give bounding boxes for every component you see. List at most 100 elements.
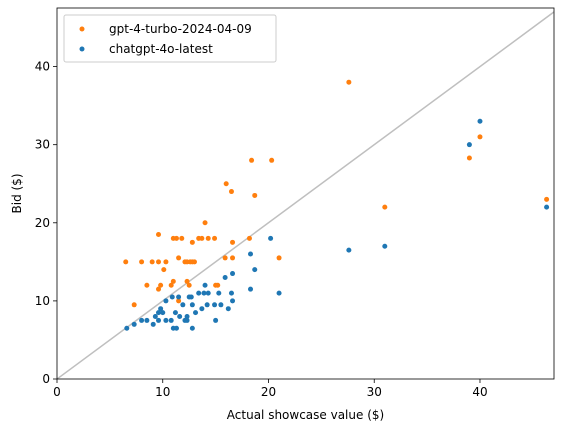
data-point-chatgpt-4o [189,302,195,308]
data-point-chatgpt-4o [268,235,274,241]
data-point-chatgpt-4o [168,317,174,323]
data-point-gpt-4-turbo [199,235,205,241]
reference-line-layer [57,11,554,379]
data-point-gpt-4-turbo [466,155,472,161]
data-point-gpt-4-turbo [276,255,282,261]
data-point-chatgpt-4o [131,321,137,327]
data-point-gpt-4-turbo [176,298,182,304]
data-point-gpt-4-turbo [212,235,218,241]
axis-ticks-layer: 0 10 20 30 40 0 10 20 30 40 [35,60,488,399]
data-point-chatgpt-4o [160,310,166,316]
data-point-gpt-4-turbo [477,134,483,140]
legend-label-chatgpt-4o: chatgpt-4o-latest [109,42,213,56]
data-point-chatgpt-4o [213,317,219,323]
data-point-gpt-4-turbo [205,235,211,241]
data-point-gpt-4-turbo [189,239,195,245]
data-point-chatgpt-4o [173,325,179,331]
plot-area-frame [56,7,555,380]
data-point-gpt-4-turbo [252,192,258,198]
data-point-gpt-4-turbo [168,282,174,288]
legend-box [63,14,277,63]
data-point-chatgpt-4o [228,290,234,296]
data-point-chatgpt-4o [189,325,195,331]
data-point-gpt-4-turbo [170,278,176,284]
y-tick-label: 30 [35,138,50,152]
data-point-gpt-4-turbo [215,282,221,288]
chart-legend: gpt-4-turbo-2024-04-09 chatgpt-4o-latest [63,14,277,63]
data-point-chatgpt-4o [124,325,130,331]
x-tick-label: 40 [472,385,487,399]
data-point-chatgpt-4o [177,314,183,320]
data-point-chatgpt-4o [276,290,282,296]
data-point-chatgpt-4o [152,314,158,320]
data-point-chatgpt-4o [163,298,169,304]
data-point-chatgpt-4o [205,290,211,296]
data-point-gpt-4-turbo [222,255,228,261]
legend-marker-chatgpt-4o [79,46,85,52]
data-point-chatgpt-4o [188,294,194,300]
y-axis-label: Bid ($) [10,174,24,214]
data-point-chatgpt-4o [180,302,186,308]
data-point-gpt-4-turbo [228,189,234,195]
x-tick-label: 20 [261,385,276,399]
y-tick-label: 10 [35,294,50,308]
data-point-gpt-4-turbo [223,181,229,187]
data-point-chatgpt-4o [230,298,236,304]
data-point-gpt-4-turbo [382,204,388,210]
x-tick-label: 10 [155,385,170,399]
data-point-chatgpt-4o [230,271,236,277]
data-point-chatgpt-4o [158,306,164,312]
data-point-chatgpt-4o [248,251,254,257]
data-point-chatgpt-4o [169,294,175,300]
data-point-gpt-4-turbo [544,196,550,202]
data-point-chatgpt-4o [139,317,145,323]
data-point-chatgpt-4o [544,204,550,210]
data-point-gpt-4-turbo [249,157,255,163]
data-point-gpt-4-turbo [156,259,162,265]
data-point-chatgpt-4o [144,317,150,323]
x-tick-label: 0 [53,385,61,399]
x-tick-label: 30 [367,385,382,399]
data-point-chatgpt-4o [204,302,210,308]
data-point-gpt-4-turbo [149,259,155,265]
data-point-chatgpt-4o [222,274,228,280]
data-point-chatgpt-4o [252,267,258,273]
data-point-chatgpt-4o [201,290,207,296]
data-point-chatgpt-4o [184,317,190,323]
data-point-chatgpt-4o [193,310,199,316]
data-point-chatgpt-4o [156,310,162,316]
data-point-chatgpt-4o [150,321,156,327]
legend-marker-gpt-4-turbo [79,26,85,32]
data-point-gpt-4-turbo [269,157,275,163]
data-point-gpt-4-turbo [186,282,192,288]
data-point-chatgpt-4o [466,142,472,148]
data-point-gpt-4-turbo [191,259,197,265]
data-point-chatgpt-4o [248,286,254,292]
data-point-chatgpt-4o [176,294,182,300]
legend-label-gpt-4-turbo: gpt-4-turbo-2024-04-09 [109,22,252,36]
data-point-chatgpt-4o [172,310,178,316]
data-point-gpt-4-turbo [158,282,164,288]
data-point-gpt-4-turbo [163,259,169,265]
data-point-chatgpt-4o [346,247,352,253]
reference-line [57,11,554,379]
data-point-gpt-4-turbo [179,235,185,241]
data-point-gpt-4-turbo [156,286,162,292]
data-point-gpt-4-turbo [139,259,145,265]
data-point-chatgpt-4o [212,302,218,308]
data-point-gpt-4-turbo [346,79,352,85]
data-point-chatgpt-4o [184,314,190,320]
data-point-chatgpt-4o [156,317,162,323]
data-point-gpt-4-turbo [230,255,236,261]
y-tick-label: 0 [42,372,50,386]
data-points-layer [123,79,550,331]
y-tick-label: 20 [35,216,50,230]
data-point-chatgpt-4o [382,243,388,249]
data-point-gpt-4-turbo [144,282,150,288]
data-point-chatgpt-4o [218,302,224,308]
data-point-chatgpt-4o [199,306,205,312]
data-point-gpt-4-turbo [161,267,167,273]
y-tick-label: 40 [35,60,50,74]
data-point-gpt-4-turbo [156,232,162,238]
